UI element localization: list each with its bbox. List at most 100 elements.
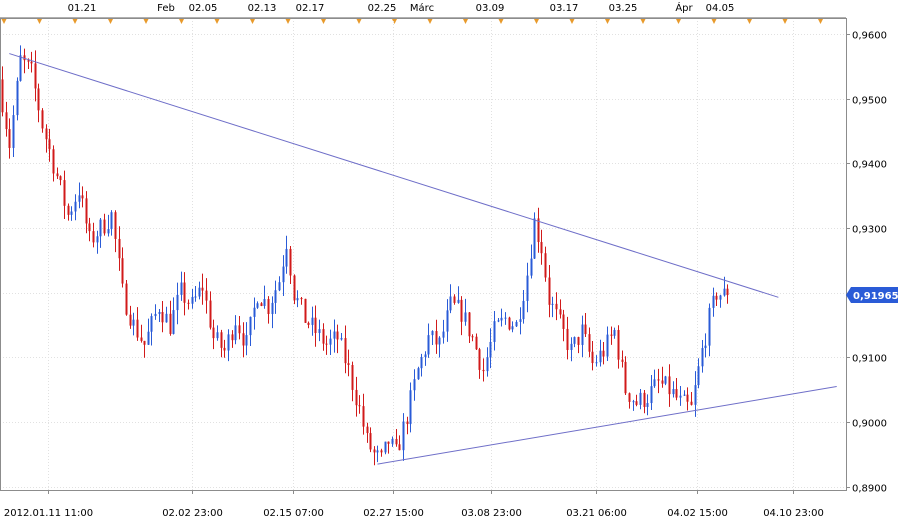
candle-body [147,331,150,345]
candle-body [242,333,245,346]
candle-body [205,290,208,301]
candle-body [690,401,693,405]
candle-body [212,327,215,339]
candle-body [526,275,529,301]
candle-body [125,283,128,315]
candle-body [110,212,113,230]
candle-body [278,282,281,291]
x-tick-label: 02.15 07:00 [263,508,324,519]
candle-body [646,403,649,407]
candle-body [679,395,682,398]
x-axis: 2012.01.11 11:00 02.02 23:00 02.15 07:00 02… [4,490,824,519]
candle-body [522,300,525,320]
candle-body [577,337,580,345]
candle-body [314,317,317,334]
candle-body [508,317,511,330]
candle-body [136,319,139,338]
event-marker-icon [285,18,291,24]
candle-body [395,438,398,445]
candle-body [449,296,452,311]
event-marker-icon [569,18,575,24]
x-tick-label: 03.21 06:00 [566,508,627,519]
candle-body [198,287,201,297]
candle-body [570,343,573,350]
candle-body [431,331,434,336]
candle-body [271,302,274,315]
candle-body [657,379,660,381]
candle-body [683,394,686,396]
top-axis-label: Márc [410,2,434,14]
candle-body [23,55,26,61]
candle-body [300,298,303,300]
y-tick-label: 0,9400 [852,160,887,171]
candle-body [457,299,460,303]
candle-body [318,329,321,334]
candle-body [537,218,540,243]
candle-body [107,229,110,234]
candle-body [67,205,70,215]
candle-body [628,393,631,402]
candle-body [63,180,66,206]
candle-body [369,433,372,450]
candle-body [165,313,168,323]
candle-body [613,329,616,336]
candle-body [562,314,565,329]
candle-body [409,390,412,425]
candle-body [172,310,175,334]
candle-body [362,406,365,427]
candle-body [129,314,132,326]
candle-body [551,303,554,305]
top-axis-label: 04.05 [706,3,735,14]
event-marker-icon [782,18,788,24]
candle-body [289,248,292,276]
candle-body [723,288,726,296]
x-tick-label: 04.10 23:00 [763,508,824,519]
event-marker-icon [107,18,114,24]
candle-body [581,324,584,345]
candle-body [52,149,55,174]
candle-body [453,296,456,303]
candle-body [1,79,4,113]
candle-body [376,450,379,453]
event-marker-icon [746,18,753,24]
candle-body [5,112,8,130]
candle-body [588,334,591,352]
candle-body [566,328,569,350]
candle-body [519,319,522,322]
candle-body [336,331,339,340]
candle-body [340,338,343,340]
candle-body [99,219,102,237]
candle-body [653,379,656,387]
candle-body [114,212,117,239]
candle-body [380,450,383,453]
candle-body [231,334,234,341]
candle-body [307,322,310,325]
candle-body [530,258,533,276]
candle-body [70,211,73,215]
candle-body [223,347,226,351]
candle-body [460,299,463,322]
event-marker-icon [498,18,504,24]
y-tick-label: 0,9500 [852,96,887,107]
event-marker-icon [320,18,327,24]
candle-body [245,335,248,346]
candle-body [274,290,277,303]
candle-body [406,421,409,425]
candle-body [471,336,474,338]
candle-body [74,201,77,212]
event-marker-icon [427,18,433,24]
event-marker-icon [178,18,185,24]
candle-body [216,332,219,339]
candle-body [183,282,186,303]
current-price-label: 0,91965 [846,287,899,304]
candle-body [672,389,675,395]
candle-body [497,320,500,322]
candle-body [96,236,99,243]
candle-body [424,354,427,358]
candle-body [227,334,230,351]
candle-body [413,379,416,391]
candle-body [668,376,671,395]
x-tick-label: 03.08 23:00 [461,508,522,519]
candle-body [544,253,547,278]
